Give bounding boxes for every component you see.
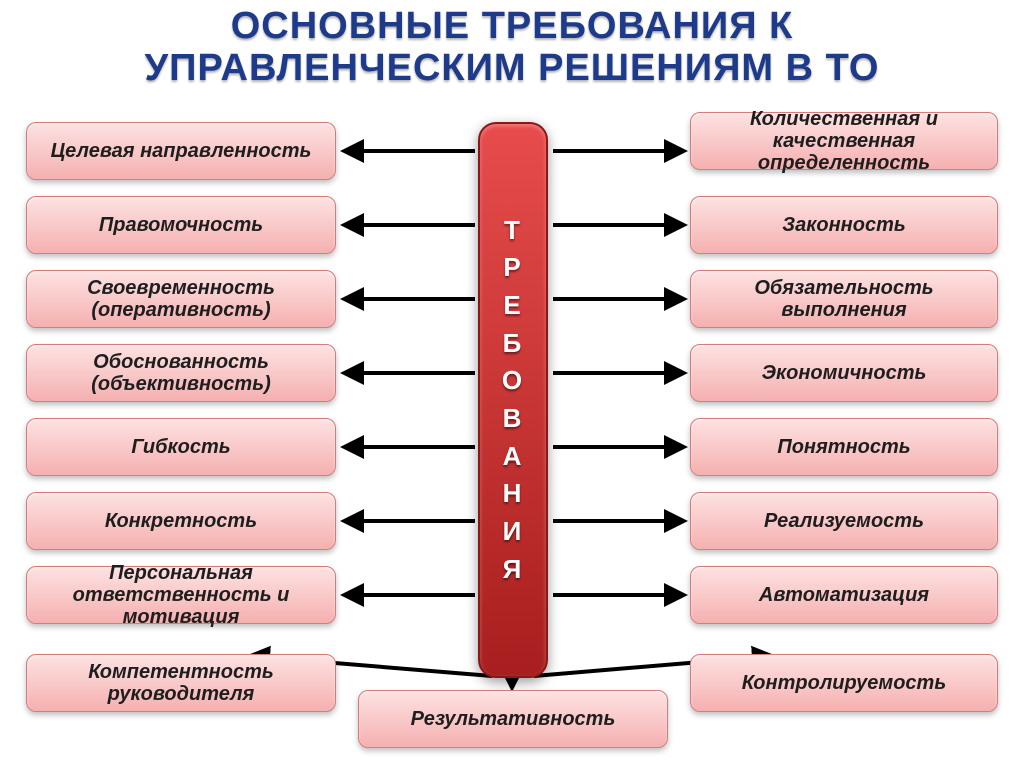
requirement-box: Контролируемость xyxy=(690,654,998,712)
requirement-box: Компетентность руководителя xyxy=(26,654,336,712)
requirement-box: Персональная ответственность и мотивация xyxy=(26,566,336,624)
title-line1: ОСНОВНЫЕ ТРЕБОВАНИЯ К xyxy=(231,6,794,48)
requirement-box: Правомочность xyxy=(26,196,336,254)
center-letter: Б xyxy=(503,325,524,363)
requirement-box: Количественная и качественная определенн… xyxy=(690,112,998,170)
requirement-box: Конкретность xyxy=(26,492,336,550)
requirement-box: Гибкость xyxy=(26,418,336,476)
title-line2: УПРАВЛЕНЧЕСКИМ РЕШЕНИЯМ В ТО xyxy=(145,48,880,90)
center-letter: Т xyxy=(504,212,522,250)
center-letter: Р xyxy=(503,249,522,287)
center-letter: И xyxy=(503,513,524,551)
requirement-box: Целевая направленность xyxy=(26,122,336,180)
center-letter: А xyxy=(503,438,524,476)
center-letter: О xyxy=(502,362,524,400)
requirement-box: Своевременность (оперативность) xyxy=(26,270,336,328)
center-pillar: ТРЕБОВАНИЯ xyxy=(478,122,548,678)
requirement-box: Реализуемость xyxy=(690,492,998,550)
diagram-area: ТРЕБОВАНИЯ Целевая направленность Правомо… xyxy=(0,108,1024,767)
requirement-box: Экономичность xyxy=(690,344,998,402)
page-title: ОСНОВНЫЕ ТРЕБОВАНИЯ К УПРАВЛЕНЧЕСКИМ РЕШ… xyxy=(0,0,1024,90)
center-letter: Н xyxy=(503,475,524,513)
requirement-box: Результативность xyxy=(358,690,668,748)
requirement-box: Обоснованность (объективность) xyxy=(26,344,336,402)
center-letter: Я xyxy=(503,551,524,589)
center-letter: В xyxy=(503,400,524,438)
requirement-box: Понятность xyxy=(690,418,998,476)
requirement-box: Автоматизация xyxy=(690,566,998,624)
requirement-box: Законность xyxy=(690,196,998,254)
center-letter: Е xyxy=(503,287,522,325)
requirement-box: Обязательность выполнения xyxy=(690,270,998,328)
